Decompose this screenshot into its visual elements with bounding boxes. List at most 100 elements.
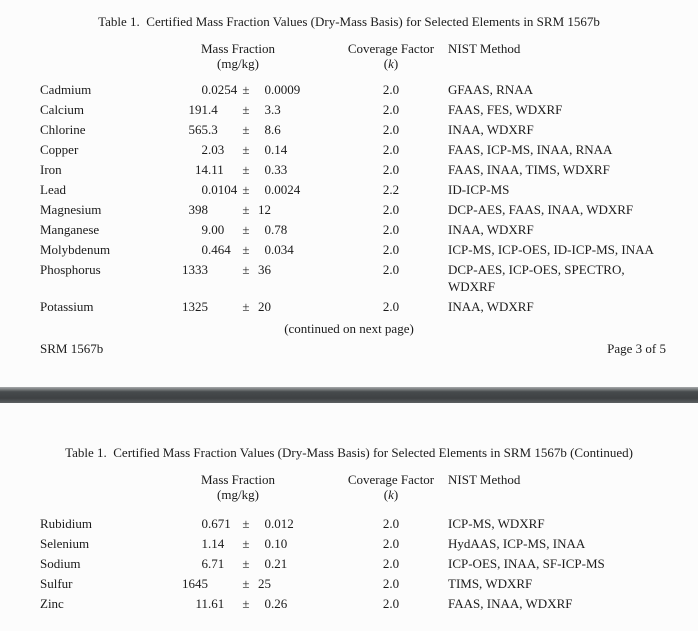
mass-fraction-int: 191 [188, 102, 209, 117]
element-name: Potassium [40, 299, 94, 314]
coverage-factor-value: 2.0 [382, 536, 400, 551]
nist-method-value: INAA, WDXRF [448, 299, 534, 314]
uncertainty-int: 0 [264, 556, 272, 571]
uncertainty-frac: .0009 [271, 82, 301, 97]
coverage-factor-value: 2.0 [382, 576, 400, 591]
table-row: Potassium 1325 ± 20 2.0 INAA, WDXRF [0, 298, 698, 315]
mass-fraction-frac: .71 [208, 556, 225, 571]
mass-fraction-int: 9 [201, 222, 209, 237]
nist-method-value: FAAS, INAA, WDXRF [448, 596, 573, 611]
column-headers: Mass Fraction (mg/kg) Coverage Factor (k… [0, 41, 698, 71]
table-row: Selenium 1 .14 ± 0 .10 2.0 HydAAS, ICP-M… [0, 535, 698, 552]
coverage-factor-value: 2.0 [382, 222, 400, 237]
coverage-factor-unit-label: (k) [383, 487, 399, 502]
table-row: Sodium 6 .71 ± 0 .21 2.0 ICP-OES, INAA, … [0, 555, 698, 572]
coverage-factor-value: 2.0 [382, 102, 400, 117]
uncertainty-frac: .33 [271, 162, 288, 177]
uncertainty-int: 12 [258, 202, 271, 217]
coverage-factor-value: 2.0 [382, 556, 400, 571]
mass-fraction-frac: .0254 [208, 82, 238, 97]
uncertainty-frac: .0024 [271, 182, 301, 197]
element-name: Phosphorus [40, 262, 101, 277]
column-header-nist-method: NIST Method [448, 472, 521, 487]
mass-fraction-int: 398 [188, 202, 209, 217]
plus-minus-sign: ± [242, 222, 250, 237]
uncertainty-int: 25 [258, 576, 271, 591]
element-name: Manganese [40, 222, 100, 237]
nist-method-value: FAAS, ICP-MS, INAA, RNAA [448, 142, 613, 157]
mass-fraction-int: 6 [201, 556, 209, 571]
table-row: Iron 14 .11 ± 0 .33 2.0 FAAS, INAA, TIMS… [0, 161, 698, 178]
continued-note: (continued on next page) [284, 321, 414, 336]
column-header-nist-method: NIST Method [448, 41, 521, 56]
coverage-factor-value: 2.0 [382, 162, 400, 177]
mass-fraction-int: 11 [195, 596, 208, 611]
nist-method-value: ICP-OES, INAA, SF-ICP-MS [448, 556, 605, 571]
mass-fraction-frac: .671 [208, 516, 231, 531]
plus-minus-sign: ± [242, 596, 250, 611]
table-title: Table 1. Certified Mass Fraction Values … [98, 14, 600, 29]
plus-minus-sign: ± [242, 536, 250, 551]
nist-method-value: FAAS, INAA, TIMS, WDXRF [448, 162, 610, 177]
plus-minus-sign: ± [242, 516, 250, 531]
uncertainty-frac: .78 [271, 222, 288, 237]
element-name: Sodium [40, 556, 81, 571]
column-header-mass-fraction: Mass Fraction (mg/kg) [172, 472, 304, 502]
mass-fraction-frac: .03 [208, 142, 225, 157]
element-name: Calcium [40, 102, 85, 117]
uncertainty-int: 0 [264, 242, 272, 257]
nist-method-value: INAA, WDXRF [448, 222, 534, 237]
mass-fraction-frac: .3 [208, 122, 218, 137]
plus-minus-sign: ± [242, 102, 250, 117]
uncertainty-int: 0 [264, 182, 272, 197]
uncertainty-frac: .14 [271, 142, 288, 157]
page-separator-bar [0, 387, 698, 403]
coverage-factor-value: 2.0 [382, 122, 400, 137]
elements-table-page2: Rubidium 0 .671 ± 0 .012 2.0 ICP-MS, WDX… [0, 515, 698, 612]
coverage-factor-value: 2.0 [382, 516, 400, 531]
uncertainty-int: 20 [258, 299, 271, 314]
coverage-factor-value: 2.0 [382, 242, 400, 257]
table-row: Phosphorus 1333 ± 36 2.0 DCP-AES, ICP-OE… [0, 261, 698, 295]
table-row: Lead 0 .0104 ± 0 .0024 2.2 ID-ICP-MS [0, 181, 698, 198]
document-page-3: Table 1. Certified Mass Fraction Values … [0, 14, 698, 357]
uncertainty-frac: .6 [271, 122, 281, 137]
plus-minus-sign: ± [242, 262, 250, 277]
element-name: Selenium [40, 536, 90, 551]
mass-fraction-int: 0 [201, 516, 209, 531]
page-footer: SRM 1567b Page 3 of 5 [0, 340, 698, 357]
nist-method-value: ID-ICP-MS [448, 182, 510, 197]
element-name: Magnesium [40, 202, 102, 217]
uncertainty-frac: .3 [271, 102, 281, 117]
uncertainty-int: 0 [264, 222, 272, 237]
document-page-4: Table 1. Certified Mass Fraction Values … [0, 403, 698, 631]
coverage-factor-value: 2.0 [382, 82, 400, 97]
mass-fraction-label: Mass Fraction [200, 41, 276, 56]
element-name: Iron [40, 162, 62, 177]
uncertainty-int: 3 [264, 102, 272, 117]
plus-minus-sign: ± [242, 299, 250, 314]
nist-method-value: TIMS, WDXRF [448, 576, 533, 591]
column-header-coverage-factor: Coverage Factor (k) [334, 41, 448, 71]
uncertainty-int: 0 [264, 82, 272, 97]
plus-minus-sign: ± [242, 202, 250, 217]
mass-fraction-int: 2 [201, 142, 209, 157]
mass-fraction-frac: .00 [208, 222, 225, 237]
uncertainty-frac: .26 [271, 596, 288, 611]
uncertainty-int: 0 [264, 536, 272, 551]
column-header-coverage-factor: Coverage Factor (k) [334, 472, 448, 502]
mass-fraction-int: 565 [188, 122, 209, 137]
uncertainty-frac: .21 [271, 556, 288, 571]
element-name: Cadmium [40, 82, 92, 97]
element-name: Chlorine [40, 122, 86, 137]
mass-fraction-unit-label: (mg/kg) [217, 56, 259, 71]
uncertainty-int: 0 [264, 142, 272, 157]
uncertainty-int: 0 [264, 596, 272, 611]
uncertainty-int: 8 [264, 122, 272, 137]
table-row: Magnesium 398 ± 12 2.0 DCP-AES, FAAS, IN… [0, 201, 698, 218]
nist-method-value: DCP-AES, ICP-OES, SPECTRO, WDXRF [448, 262, 625, 294]
mass-fraction-label: Mass Fraction [200, 472, 276, 487]
uncertainty-frac: .034 [271, 242, 294, 257]
table-row: Rubidium 0 .671 ± 0 .012 2.0 ICP-MS, WDX… [0, 515, 698, 532]
table-row: Manganese 9 .00 ± 0 .78 2.0 INAA, WDXRF [0, 221, 698, 238]
